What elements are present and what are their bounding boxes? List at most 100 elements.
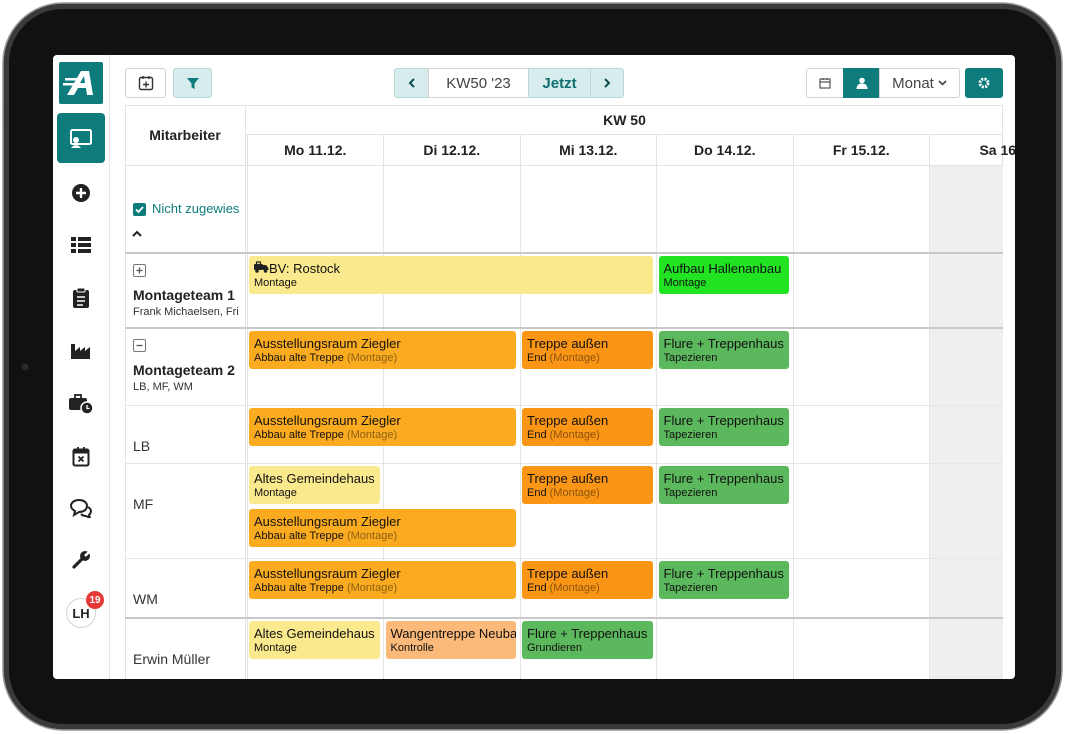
employee-name: MF <box>133 496 154 512</box>
event-title: Flure + Treppenhaus <box>663 566 784 581</box>
calendar-icon <box>819 78 831 89</box>
event[interactable]: Ausstellungsraum Ziegler Abbau alte Trepp… <box>249 561 516 599</box>
event[interactable]: Treppe außen End (Montage) <box>522 331 653 369</box>
event-subtitle: Abbau alte Treppe <box>254 429 344 441</box>
event-subtitle-line: Montage <box>254 642 380 655</box>
event-subtitle: Abbau alte Treppe <box>254 582 344 594</box>
today-button[interactable]: Jetzt <box>528 68 591 98</box>
event[interactable]: Flure + Treppenhaus Tapezieren <box>658 561 789 599</box>
day-column-line <box>929 165 930 679</box>
event-note: (Montage) <box>549 582 600 594</box>
event-subtitle-line: End (Montage) <box>527 352 653 365</box>
event-subtitle: Tapezieren <box>663 352 718 364</box>
event-subtitle: End <box>527 429 547 441</box>
event[interactable]: Treppe außen End (Montage) <box>522 408 653 446</box>
day-column-line <box>656 165 657 679</box>
row-separator <box>125 617 1003 619</box>
row-separator <box>125 252 1003 254</box>
nav-chat[interactable] <box>69 498 93 518</box>
event-title: Ausstellungsraum Ziegler <box>254 514 401 529</box>
employee-view-button[interactable] <box>843 68 880 98</box>
event-subtitle-line: Montage <box>254 487 380 500</box>
event[interactable]: Wangentreppe Neuba Kontrolle <box>385 621 517 659</box>
nav-list[interactable] <box>70 235 92 255</box>
logo[interactable] <box>59 62 103 104</box>
calendar-view-button[interactable] <box>806 68 844 98</box>
team-members: LB, MF, WM <box>133 381 193 393</box>
event-note: (Montage) <box>346 530 398 542</box>
event-subtitle-line: Tapezieren <box>664 352 790 365</box>
event[interactable]: Ausstellungsraum Ziegler Abbau alte Trepp… <box>249 408 516 446</box>
event-subtitle: End <box>527 487 547 499</box>
day-header: Mo 11.12. <box>246 135 384 165</box>
event[interactable]: Flure + Treppenhaus Tapezieren <box>658 331 790 369</box>
event-title: Ausstellungsraum Ziegler <box>254 336 401 351</box>
event-subtitle: Tapezieren <box>663 582 718 594</box>
day-header: Do 14.12. <box>656 135 793 165</box>
day-header: Sa 16 <box>929 135 1015 165</box>
nav-planner[interactable] <box>57 113 105 163</box>
filter-button[interactable] <box>173 68 212 98</box>
event-title-line: Ausstellungsraum Ziegler <box>254 336 516 351</box>
event-subtitle-line: Grundieren <box>527 642 653 655</box>
event-title: BV: Rostock <box>269 261 341 276</box>
event[interactable]: Treppe außen End (Montage) <box>522 561 653 599</box>
event-title: Flure + Treppenhaus <box>663 336 784 351</box>
event-title-line: Treppe außen <box>527 336 653 351</box>
event[interactable]: Ausstellungsraum Ziegler Abbau alte Trepp… <box>249 331 516 369</box>
label-column-line <box>245 165 246 679</box>
event-title: Treppe außen <box>527 413 609 428</box>
settings-button[interactable] <box>965 68 1003 98</box>
event[interactable]: Flure + Treppenhaus Grundieren <box>522 621 653 659</box>
event[interactable]: Ausstellungsraum Ziegler Abbau alte Trepp… <box>249 509 516 547</box>
nav-tasks[interactable] <box>72 287 90 309</box>
event-note: (Montage) <box>346 352 398 364</box>
previous-week-button[interactable] <box>394 68 429 98</box>
employee-name: LB <box>133 438 151 454</box>
chevron-left <box>408 78 415 88</box>
event-title: Ausstellungsraum Ziegler <box>254 413 401 428</box>
event-subtitle-line: Kontrolle <box>391 642 517 655</box>
event[interactable]: Flure + Treppenhaus Tapezieren <box>658 466 789 504</box>
unassigned-label: Nicht zugewies <box>152 201 240 216</box>
nav-jobs[interactable] <box>68 393 94 415</box>
next-week-button[interactable] <box>590 68 624 98</box>
event-title: Altes Gemeindehaus <box>254 471 375 486</box>
row-separator <box>125 405 1003 406</box>
nav-absence[interactable] <box>72 446 90 467</box>
event-subtitle: End <box>527 352 547 364</box>
row-separator <box>125 327 1003 329</box>
event[interactable]: BV: Rostock Montage <box>249 256 653 294</box>
vehicle-icon <box>254 261 269 273</box>
event-title-line: BV: Rostock <box>254 261 653 276</box>
day-header: Mi 13.12. <box>519 135 657 165</box>
event-subtitle: Kontrolle <box>390 642 434 654</box>
view-select[interactable]: Monat <box>879 68 960 98</box>
event[interactable]: Treppe außen End (Montage) <box>522 466 653 504</box>
header-employee: Mitarbeiter <box>125 105 246 165</box>
employee-name: Erwin Müller <box>133 651 211 667</box>
chevron-right <box>604 78 611 88</box>
nav-settings[interactable] <box>71 550 91 570</box>
add-entry-button[interactable] <box>125 68 166 98</box>
row-separator <box>125 463 1003 464</box>
event-note: (Montage) <box>346 429 398 441</box>
event-subtitle-line: End (Montage) <box>527 487 653 500</box>
event-title-line: Ausstellungsraum Ziegler <box>254 566 516 581</box>
event-title-line: Wangentreppe Neuba <box>391 626 517 641</box>
event-subtitle-line: Montage <box>664 277 790 290</box>
event-title: Flure + Treppenhaus <box>527 626 648 641</box>
person-icon <box>856 77 867 89</box>
event-title: Treppe außen <box>527 566 609 581</box>
event[interactable]: Altes Gemeindehaus Montage <box>249 621 380 659</box>
event[interactable]: Aufbau Hallenanbau Montage <box>658 256 790 294</box>
event-note: (Montage) <box>549 487 600 499</box>
nav-factory[interactable] <box>70 340 92 360</box>
team-name: Montageteam 2 <box>133 362 235 378</box>
event[interactable]: Flure + Treppenhaus Tapezieren <box>658 408 789 446</box>
week-label: KW50 '23 <box>428 68 529 98</box>
event-title: Treppe außen <box>527 336 609 351</box>
nav-add[interactable] <box>70 182 92 204</box>
event[interactable]: Altes Gemeindehaus Montage <box>249 466 380 504</box>
event-subtitle: End <box>527 582 547 594</box>
